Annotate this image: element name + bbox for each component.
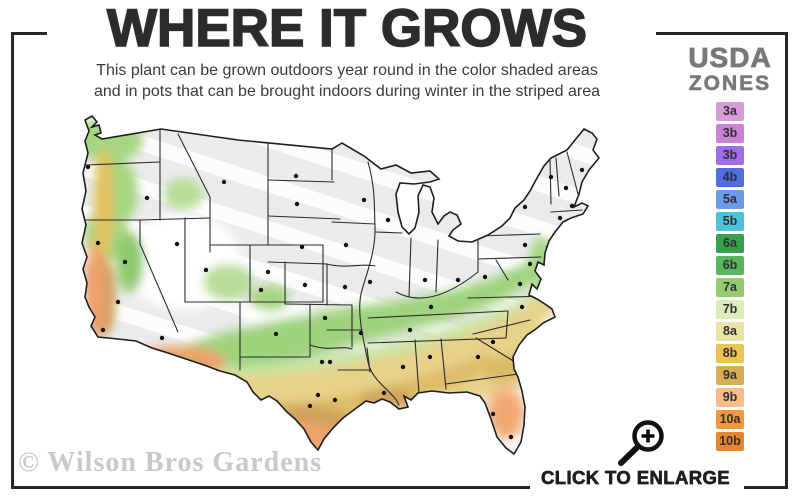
zone-swatch-6a: 6a [716,234,744,253]
usda-zones-heading: USDA ZONES [676,42,784,96]
zone-swatch-8b: 8b [716,344,744,363]
zone-swatch-4b: 4b [716,168,744,187]
usda-label: USDA [688,42,772,73]
zone-swatch-5b: 5b [716,212,744,231]
subtitle-line-1: This plant can be grown outdoors year ro… [96,62,598,79]
magnifying-glass-plus-icon[interactable] [610,407,680,469]
zone-swatch-10a: 10a [716,410,744,429]
zone-swatch-7a: 7a [716,278,744,297]
zone-swatch-3b: 3b [716,146,744,165]
frame-top-right-arm [656,32,788,35]
zone-legend: 3a 3b 3b 4b 5a 5b 6a 6b 7a 7b 8a 8b 9a 9b 10a 10b [716,102,744,454]
zone-swatch-6b: 6b [716,256,744,275]
frame-top-left-arm [11,32,47,35]
watermark: © Wilson Bros Gardens [18,447,323,478]
zone-swatch-8a: 8a [716,322,744,341]
state-borders [82,128,583,406]
frame-bottom-left [11,486,530,489]
subtitle: This plant can be grown outdoors year ro… [38,60,656,102]
zones-label: ZONES [688,72,772,96]
page-title: WHERE IT GROWS [106,0,588,59]
subtitle-line-2: and in pots that can be brought indoors … [93,83,601,100]
zone-swatch-10b: 10b [716,432,744,451]
frame-left [11,32,14,489]
zone-swatch-7b: 7b [716,300,744,319]
zone-swatch-3a: 3a [716,102,744,121]
frame-bottom-right [744,486,788,489]
us-outline [81,114,601,456]
city-dots [85,164,585,440]
zone-swatch-9b: 9b [716,388,744,407]
zone-swatch-9a: 9a [716,366,744,385]
usda-zone-map[interactable] [78,112,603,464]
zone-swatch-5a: 5a [716,190,744,209]
click-to-enlarge-button[interactable]: CLICK TO ENLARGE [541,467,731,489]
zone-swatch-3b: 3b [716,124,744,143]
frame-right [785,32,788,489]
